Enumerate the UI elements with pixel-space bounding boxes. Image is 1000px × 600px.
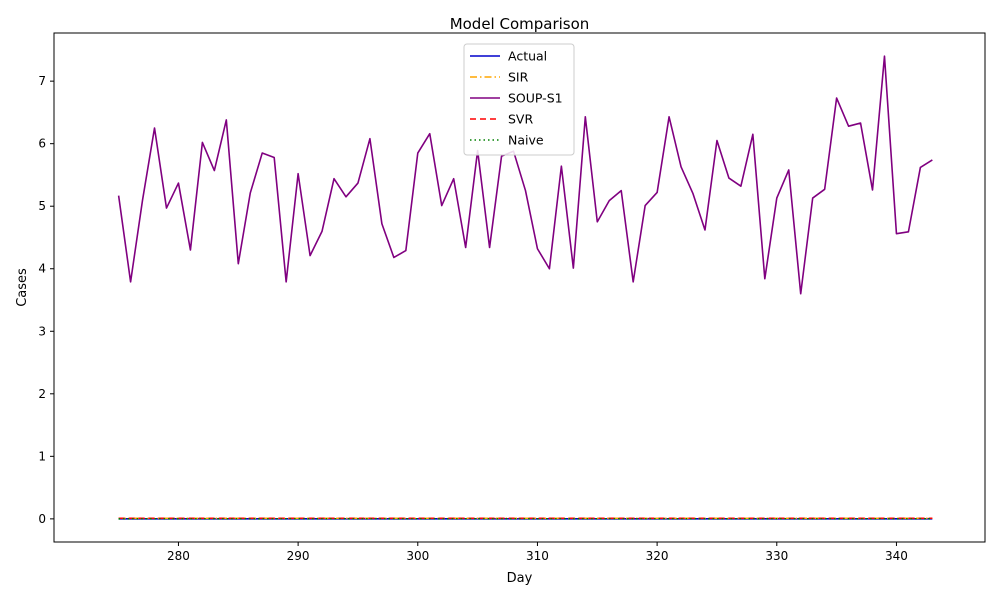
x-tick-label: 340 bbox=[885, 549, 908, 563]
x-axis-label: Day bbox=[507, 571, 533, 586]
axes-frame bbox=[53, 32, 986, 543]
legend: Actual SIR SOUP-S1 SVR Naive bbox=[463, 43, 575, 156]
x-tick-label: 310 bbox=[526, 549, 549, 563]
y-axis: 0 1 2 3 4 5 6 7 bbox=[38, 74, 54, 526]
x-tick-label: 320 bbox=[646, 549, 669, 563]
series-layer bbox=[117, 55, 933, 520]
y-tick-label: 3 bbox=[38, 324, 46, 338]
legend-label-naive: Naive bbox=[508, 133, 544, 148]
legend-label-actual: Actual bbox=[508, 49, 547, 64]
legend-label-svr: SVR bbox=[508, 112, 533, 127]
y-tick-label: 4 bbox=[38, 262, 46, 276]
y-tick-label: 2 bbox=[38, 387, 46, 401]
series-line-soup-s1 bbox=[117, 55, 933, 295]
y-tick-label: 5 bbox=[38, 199, 46, 213]
x-axis: 280 290 300 310 320 330 340 bbox=[167, 542, 908, 563]
x-tick-label: 300 bbox=[406, 549, 429, 563]
legend-label-soup-s1: SOUP-S1 bbox=[508, 91, 563, 106]
legend-box bbox=[463, 43, 575, 156]
x-tick-label: 290 bbox=[287, 549, 310, 563]
y-tick-label: 1 bbox=[38, 449, 46, 463]
x-tick-label: 330 bbox=[765, 549, 788, 563]
axes-spines bbox=[53, 32, 986, 543]
y-tick-label: 0 bbox=[38, 512, 46, 526]
x-tick-label: 280 bbox=[167, 549, 190, 563]
legend-label-sir: SIR bbox=[508, 70, 529, 85]
y-tick-label: 6 bbox=[38, 137, 46, 151]
chart-title: Model Comparison bbox=[450, 15, 590, 33]
y-tick-label: 7 bbox=[38, 74, 46, 88]
y-axis-label: Cases bbox=[15, 268, 30, 307]
